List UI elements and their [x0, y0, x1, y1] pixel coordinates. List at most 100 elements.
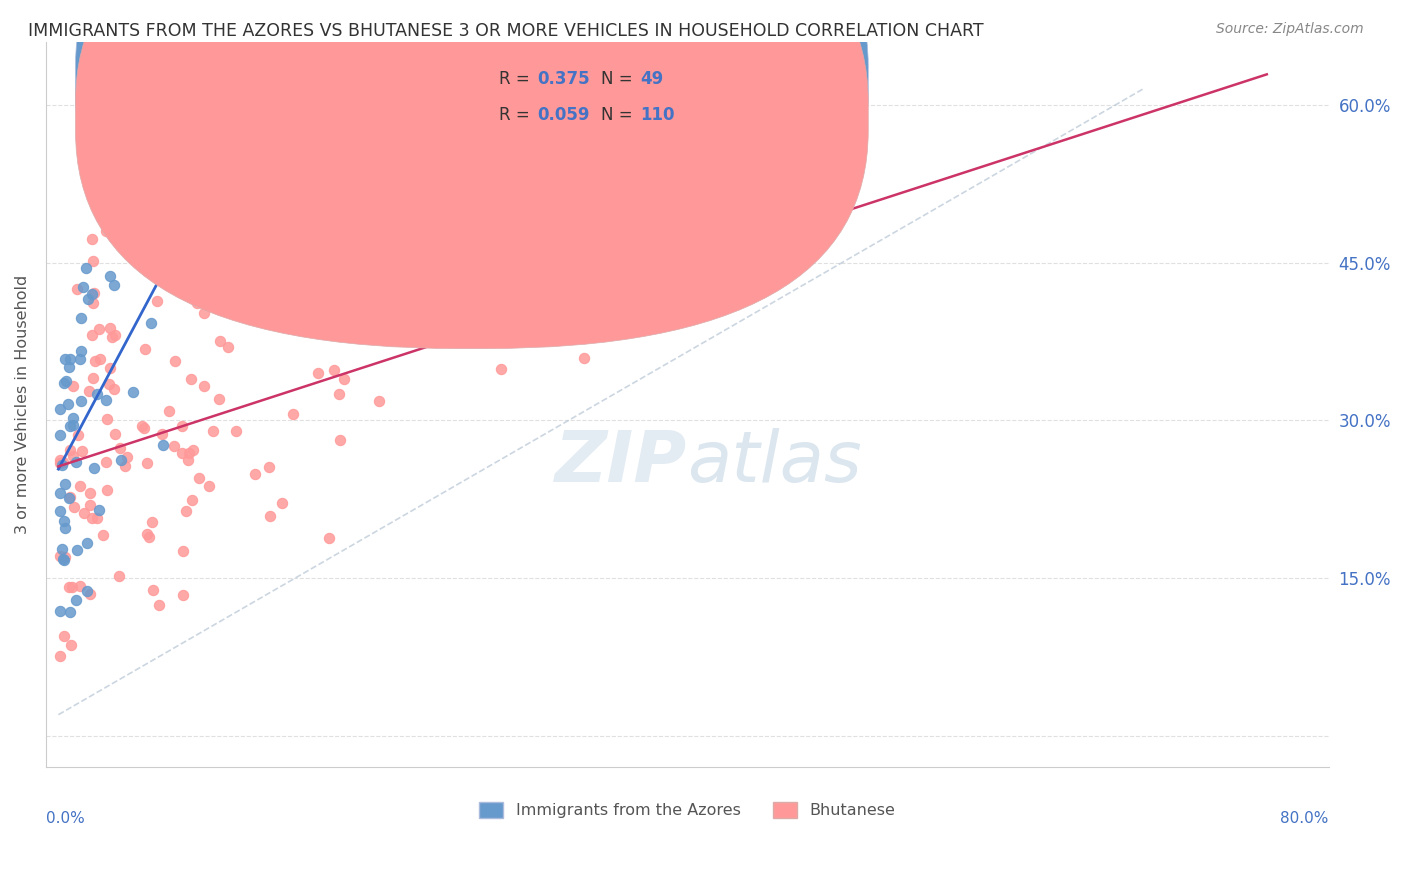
Point — [104, 327, 127, 342]
Text: 0.059: 0.059 — [537, 106, 589, 124]
Point — [80, 287, 103, 301]
Point — [330, 226, 353, 240]
Point — [62, 410, 84, 425]
Point — [103, 382, 125, 396]
Point — [49, 427, 72, 442]
Point — [49, 604, 72, 618]
Point — [49, 549, 72, 563]
Point — [55, 374, 77, 388]
Point — [402, 289, 425, 303]
Text: R =: R = — [499, 70, 534, 87]
Point — [181, 492, 204, 507]
Point — [82, 296, 104, 310]
Point — [198, 478, 221, 492]
Text: 0.375: 0.375 — [537, 70, 591, 87]
Point — [49, 452, 72, 467]
Point — [141, 515, 163, 529]
Point — [63, 500, 86, 515]
Point — [98, 360, 121, 375]
Point — [58, 491, 80, 505]
Text: R =: R = — [499, 106, 534, 124]
Point — [318, 531, 340, 545]
Point — [87, 321, 110, 335]
Point — [117, 450, 139, 464]
Point — [333, 372, 356, 386]
Point — [79, 587, 101, 601]
Point — [96, 412, 118, 426]
Text: 0.0%: 0.0% — [46, 811, 84, 826]
Point — [59, 490, 82, 504]
Point — [58, 359, 80, 374]
FancyBboxPatch shape — [437, 67, 752, 151]
Point — [53, 477, 76, 491]
Point — [343, 315, 366, 329]
Point — [108, 568, 131, 582]
Point — [53, 521, 76, 535]
Point — [98, 269, 121, 284]
Point — [180, 372, 202, 386]
Point — [170, 446, 193, 460]
FancyBboxPatch shape — [76, 0, 869, 349]
Point — [70, 443, 93, 458]
Point — [83, 461, 105, 475]
Point — [89, 502, 111, 516]
Point — [84, 354, 107, 368]
Point — [201, 424, 224, 438]
Point — [49, 485, 72, 500]
Point — [65, 455, 87, 469]
Point — [94, 392, 117, 407]
Point — [70, 394, 93, 409]
Point — [82, 371, 104, 385]
FancyBboxPatch shape — [76, 0, 869, 312]
Text: ZIP: ZIP — [555, 428, 688, 497]
Point — [187, 471, 209, 485]
Point — [51, 458, 73, 473]
Point — [76, 292, 98, 306]
Point — [69, 351, 91, 366]
Point — [183, 443, 205, 458]
Point — [79, 498, 101, 512]
Point — [131, 419, 153, 434]
Point — [53, 549, 76, 564]
Point — [489, 361, 512, 376]
Legend: Immigrants from the Azores, Bhutanese: Immigrants from the Azores, Bhutanese — [472, 796, 901, 824]
Point — [328, 387, 350, 401]
Point — [329, 434, 352, 448]
Point — [73, 506, 96, 520]
Point — [103, 277, 125, 292]
Point — [96, 483, 118, 497]
Point — [174, 504, 197, 518]
Point — [257, 459, 280, 474]
Point — [110, 452, 132, 467]
Point — [243, 467, 266, 481]
Y-axis label: 3 or more Vehicles in Household: 3 or more Vehicles in Household — [15, 275, 30, 534]
Point — [80, 231, 103, 245]
Text: N =: N = — [602, 70, 638, 87]
Point — [59, 351, 82, 366]
Point — [208, 392, 231, 407]
Point — [152, 438, 174, 452]
Point — [62, 418, 84, 433]
Point — [329, 247, 352, 261]
Point — [59, 442, 82, 457]
Point — [156, 188, 179, 202]
Point — [52, 552, 75, 566]
Point — [72, 280, 94, 294]
Point — [83, 286, 105, 301]
Point — [53, 351, 76, 366]
Point — [86, 511, 108, 525]
Point — [495, 304, 517, 318]
Point — [193, 379, 215, 393]
Point — [76, 584, 98, 599]
Point — [225, 424, 247, 438]
Point — [89, 352, 111, 367]
Point — [136, 456, 159, 470]
Point — [66, 543, 89, 558]
Point — [454, 318, 477, 333]
Point — [59, 638, 82, 652]
Point — [186, 296, 208, 310]
Point — [114, 458, 136, 473]
Point — [100, 330, 122, 344]
Point — [79, 485, 101, 500]
Point — [121, 384, 143, 399]
